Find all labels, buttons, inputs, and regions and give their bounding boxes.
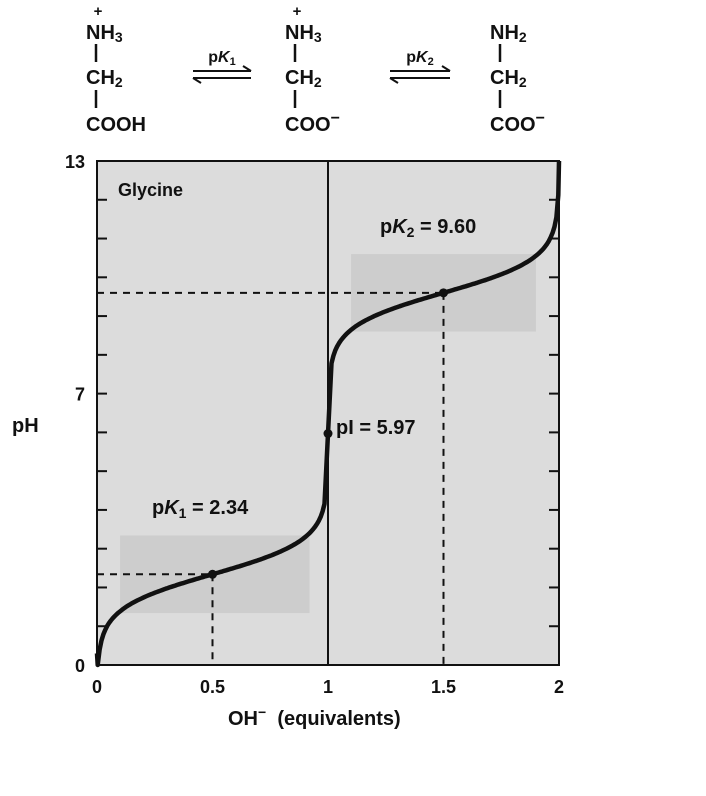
carboxyl-group: COOH (86, 114, 146, 136)
pk1-annotation: pK1 = 2.34 (152, 497, 249, 521)
amino-group: NH3 (285, 22, 322, 45)
equilibrium-pk2: pK2 (389, 49, 451, 84)
methylene-group: CH2 (285, 67, 322, 90)
tick-labels: 0 0.5 1 1.5 2 0 7 13 (65, 152, 564, 697)
forward-arrowhead (441, 65, 451, 72)
forward-arrowhead (242, 65, 252, 72)
structure-anionic: NH2 CH2 COO− (490, 22, 545, 136)
amino-group: NH3 (86, 22, 123, 45)
reverse-arrowhead (389, 77, 399, 84)
data-point-3 (439, 288, 448, 298)
plot-frame (96, 160, 560, 666)
x-tick-label: 0.5 (200, 677, 225, 697)
y-tick-label: 13 (65, 152, 85, 172)
charge-plus: + (94, 3, 103, 20)
y-tick-label: 0 (75, 656, 85, 676)
x-tick-label: 1.5 (431, 677, 456, 697)
methylene-group: CH2 (490, 67, 527, 90)
x-tick-label: 0 (92, 677, 102, 697)
x-axis-label: OH− (equivalents) (228, 704, 401, 730)
x-tick-label: 2 (554, 677, 564, 697)
y-axis-label: pH (12, 415, 39, 437)
charge-plus: + (293, 3, 302, 20)
chart-title: Glycine (118, 180, 183, 200)
data-points (208, 288, 448, 579)
pi-annotation: pI = 5.97 (336, 417, 416, 439)
amino-group: NH2 (490, 22, 527, 45)
x-tick-label: 1 (323, 677, 333, 697)
equilibrium-pk1: pK1 (192, 49, 252, 84)
carboxylate-group: COO− (285, 110, 340, 136)
reference-lines (97, 291, 445, 665)
methylene-group: CH2 (86, 67, 123, 90)
data-point-1 (208, 569, 217, 579)
pk1-label: pK1 (208, 49, 235, 68)
pk2-label: pK2 (406, 49, 433, 68)
reverse-arrowhead (192, 77, 202, 84)
y-tick-label: 7 (75, 385, 85, 405)
structure-zwitterion: + NH3 CH2 COO− (285, 3, 340, 136)
titration-chart: 0 0.5 1 1.5 2 0 7 13 Glycine pK2 = 9.60 pI = 5.… (12, 152, 564, 730)
data-point-2 (323, 429, 333, 439)
carboxylate-group: COO− (490, 110, 545, 136)
reaction-scheme: + NH3 CH2 COOH pK1 + NH3 CH2 COO− pK2 (86, 3, 545, 136)
pk2-annotation: pK2 = 9.60 (380, 216, 476, 240)
structure-cationic: + NH3 CH2 COOH (86, 3, 146, 136)
